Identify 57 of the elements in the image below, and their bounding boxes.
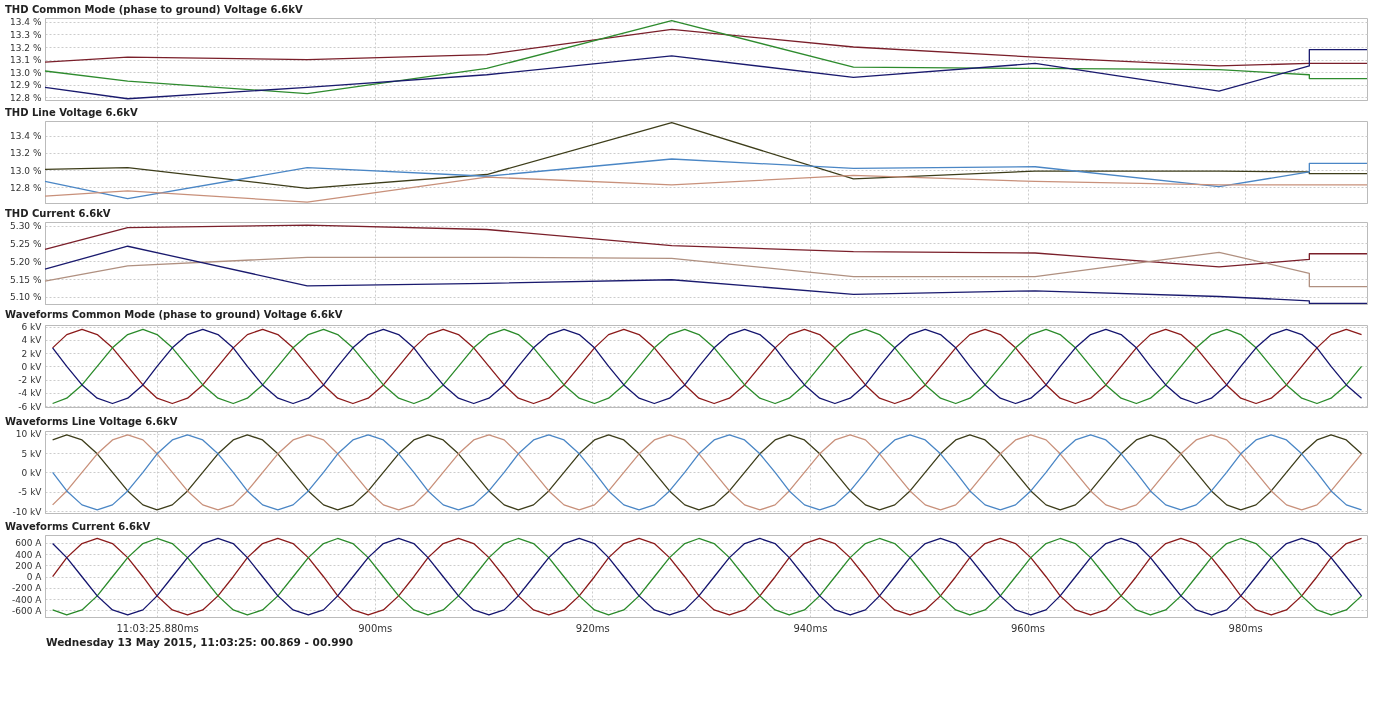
- y-tick-label: 200 A: [15, 560, 43, 571]
- x-tick-label: 980ms: [1228, 622, 1263, 634]
- y-tick-label: 5.20 %: [10, 256, 42, 267]
- y-tick-label: 13.2 %: [10, 148, 42, 159]
- y-tick-label: 5 kV: [21, 448, 43, 459]
- y-tick-label: 12.8 %: [10, 182, 42, 193]
- chart-title: THD Common Mode (phase to ground) Voltage 6.6kV: [5, 3, 303, 15]
- chart-title: Waveforms Current 6.6kV: [5, 521, 151, 532]
- chart-title: THD Line Voltage 6.6kV: [5, 107, 138, 118]
- y-tick-label: -600 A: [12, 605, 43, 616]
- y-tick-label: -4 kV: [18, 388, 43, 399]
- y-tick-label: 5.10 %: [10, 292, 42, 303]
- x-tick-label: 940ms: [793, 622, 828, 634]
- chart-title: Waveforms Common Mode (phase to ground) Voltage 6.6kV: [5, 308, 343, 320]
- y-tick-label: -400 A: [12, 594, 43, 605]
- line-series: [44, 122, 1368, 189]
- y-tick-label: -5 kV: [18, 487, 43, 498]
- y-tick-label: -200 A: [12, 583, 43, 594]
- y-tick-label: 0 kV: [21, 467, 43, 478]
- y-tick-label: 5.15 %: [10, 274, 42, 285]
- y-tick-label: 6 kV: [21, 322, 43, 333]
- line-series: [44, 28, 1368, 67]
- y-tick-label: 5.25 %: [10, 238, 42, 249]
- y-tick-label: 2 kV: [21, 348, 43, 359]
- y-tick-label: 13.1 %: [10, 55, 42, 66]
- chart-title: THD Current 6.6kV: [5, 207, 111, 219]
- text: Wednesday 13 May 2015, 11:03:25: 00.869 - 00.990: [46, 636, 355, 648]
- y-tick-label: 13.3 %: [10, 29, 42, 40]
- y-tick-label: 4 kV: [21, 335, 43, 346]
- x-tick-label: 11:03:25.880ms: [116, 622, 199, 634]
- y-tick-label: 10 kV: [15, 429, 43, 440]
- x-tick-label: 920ms: [575, 622, 610, 634]
- y-tick-label: 400 A: [15, 549, 43, 560]
- y-tick-label: 600 A: [15, 538, 43, 549]
- x-tick-label: 900ms: [358, 622, 393, 634]
- y-tick-label: 12.8 %: [10, 92, 42, 103]
- y-tick-label: 5.30 %: [10, 221, 42, 232]
- line-series: [44, 251, 1368, 288]
- y-tick-label: 0 kV: [21, 361, 43, 372]
- line-series: [51, 328, 1363, 405]
- y-tick-label: 0 A: [26, 572, 43, 583]
- y-tick-label: 13.0 %: [10, 165, 42, 176]
- x-tick-label: 960ms: [1011, 622, 1046, 634]
- y-tick-label: -2 kV: [18, 375, 43, 386]
- y-tick-label: 12.9 %: [10, 80, 42, 91]
- y-tick-label: 13.0 %: [10, 67, 42, 78]
- line-series: [51, 434, 1363, 511]
- y-tick-label: 13.4 %: [10, 17, 42, 28]
- line-series: [44, 19, 1368, 95]
- y-tick-label: -10 kV: [12, 506, 43, 517]
- y-tick-label: 13.4 %: [10, 131, 42, 142]
- y-tick-label: -6 kV: [18, 401, 43, 412]
- line-series: [51, 537, 1363, 616]
- chart-title: Waveforms Line Voltage 6.6kV: [5, 415, 178, 427]
- line-series: [44, 224, 1368, 268]
- line-series: [44, 158, 1368, 200]
- y-tick-label: 13.2 %: [10, 42, 42, 53]
